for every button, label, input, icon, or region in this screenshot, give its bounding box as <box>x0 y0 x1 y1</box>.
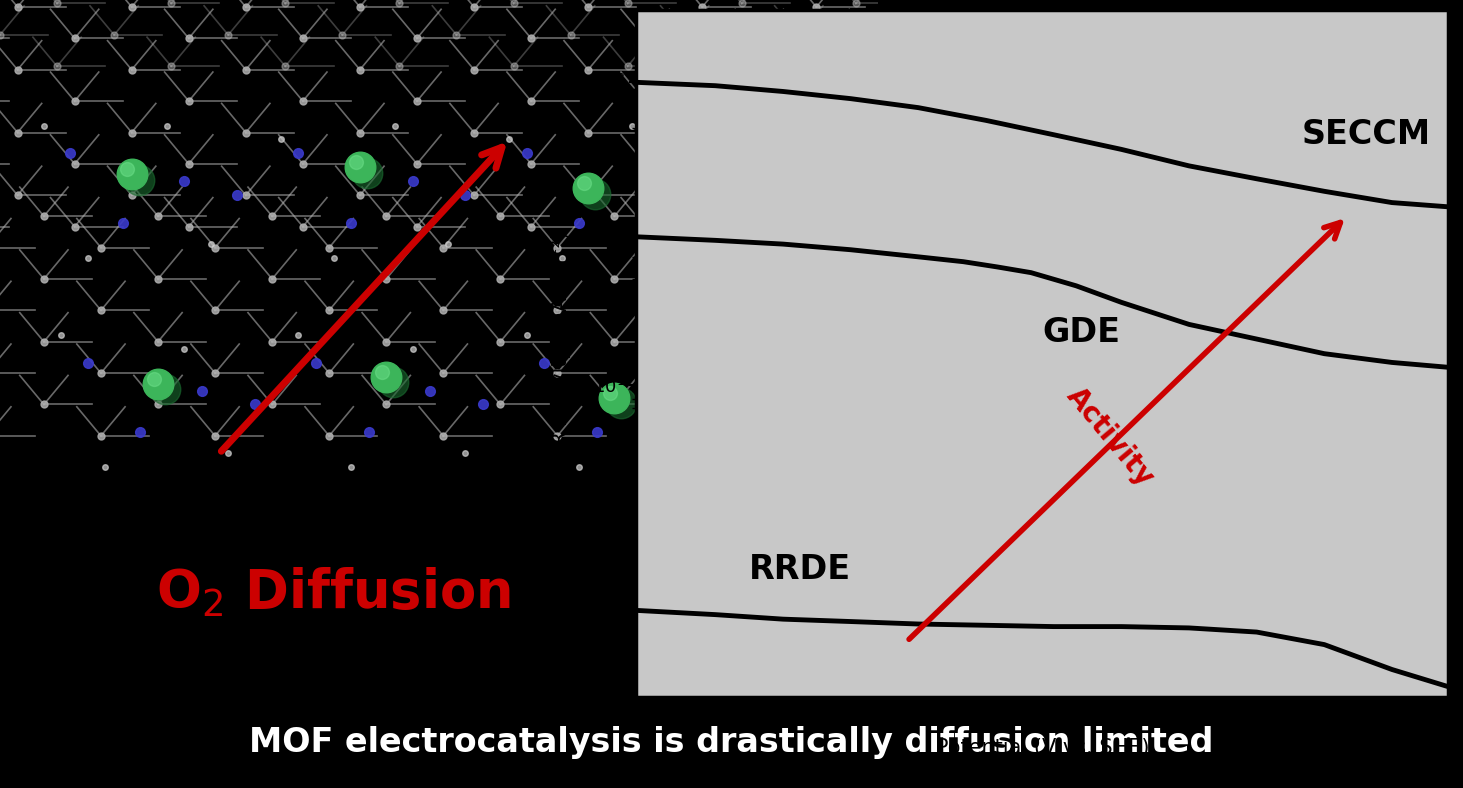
Text: SECCM: SECCM <box>1302 118 1431 151</box>
Text: O$_2$ Diffusion: O$_2$ Diffusion <box>157 566 511 619</box>
Text: MOF electrocatalysis is drastically diffusion limited: MOF electrocatalysis is drastically diff… <box>249 727 1214 759</box>
Text: Activity: Activity <box>1061 382 1159 492</box>
Text: GDE: GDE <box>1042 316 1121 349</box>
X-axis label: Potential (V vs. SHE): Potential (V vs. SHE) <box>936 738 1148 758</box>
Y-axis label: ORR Activity (mA cm⁻²): ORR Activity (mA cm⁻²) <box>552 231 571 477</box>
Text: RRDE: RRDE <box>749 552 851 585</box>
